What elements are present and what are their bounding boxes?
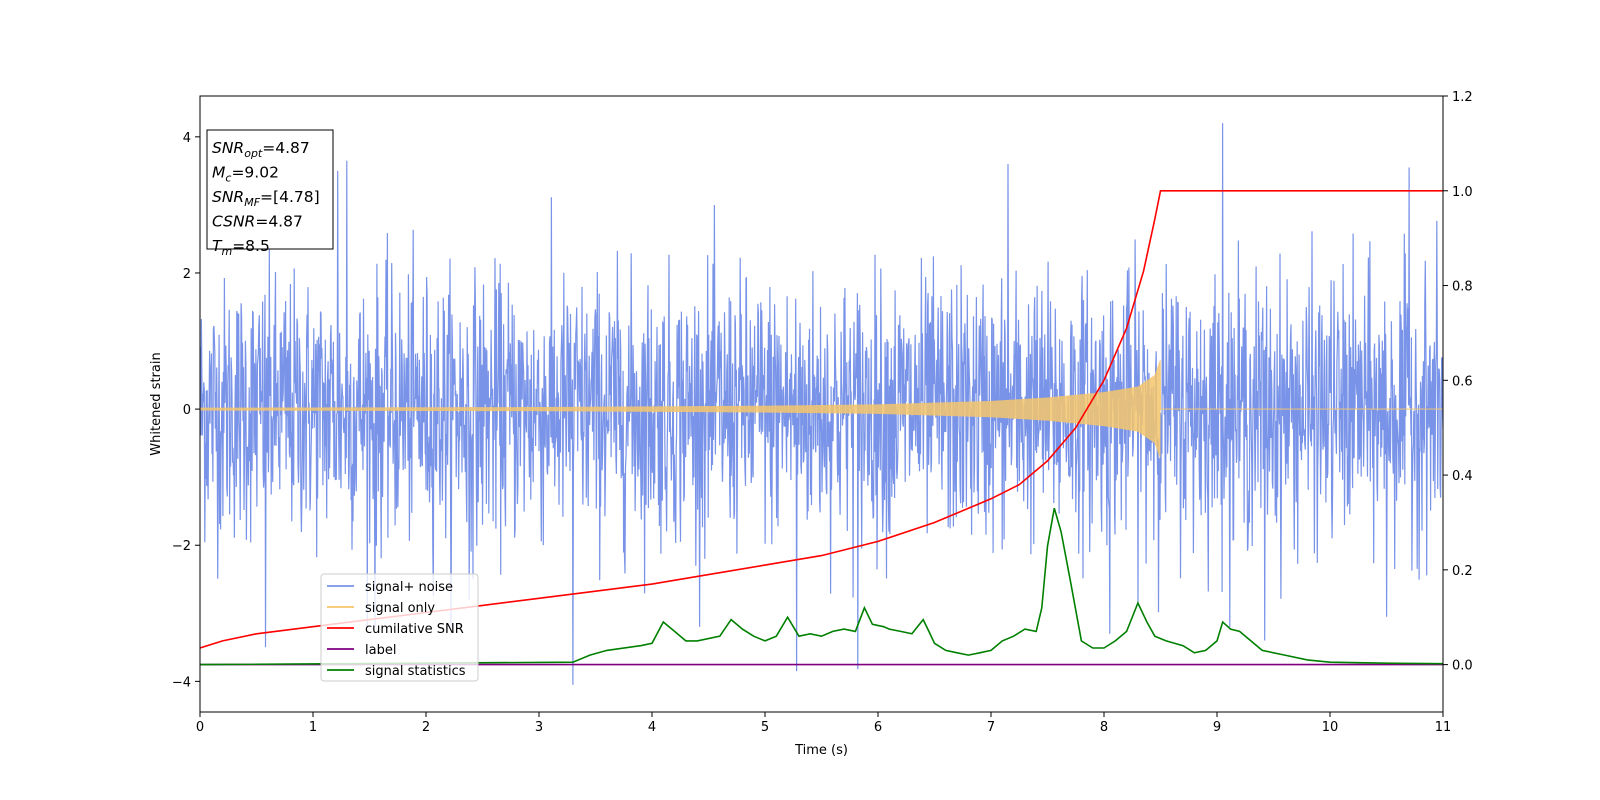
annotation-value: =9.02	[231, 164, 279, 182]
legend: signal+ noise signal only cumilative SNR la…	[320, 573, 479, 682]
annotation-line: Mc=9.02	[212, 164, 279, 185]
plot-frame	[199, 95, 1444, 713]
x-tick-label: 9	[1213, 720, 1221, 735]
annotation-subscript: m	[221, 245, 232, 258]
x-tick-label: 3	[535, 720, 543, 735]
annotation-symbol: SNR	[212, 139, 244, 157]
axes: 0 1 2 3 4 5 6 7 8 9 10 11 4 2 0 −2 −4 1.2 1.0 0.8 0.6 0.4 0.2 0…	[172, 90, 1473, 735]
x-tick-label: 10	[1322, 720, 1339, 735]
y2-tick-label: 0.0	[1452, 659, 1473, 674]
annotation-box: SNRopt=4.87Mc=9.02SNRMF=[4.78]CSNR=4.87T…	[206, 129, 334, 258]
annotation-symbol: CSNR	[212, 213, 255, 231]
y2-tick-label: 1.0	[1452, 185, 1473, 200]
annotation-box-frame	[206, 129, 334, 250]
y-tick-label: 2	[183, 267, 191, 282]
x-tick-label: 6	[874, 720, 882, 735]
y-tick-label: 4	[183, 131, 191, 146]
x-tick-label: 4	[648, 720, 656, 735]
annotation-value: =[4.78]	[260, 188, 320, 206]
y-axis-title: Whitened strain	[149, 352, 164, 455]
annotation-line: Tm=8.5	[212, 237, 270, 258]
annotation-subscript: opt	[244, 147, 263, 160]
y2-tick-label: 0.8	[1452, 280, 1473, 295]
x-tick-label: 2	[422, 720, 430, 735]
series-line-signal-only	[200, 360, 1443, 458]
y2-tick-label: 1.2	[1452, 90, 1473, 105]
annotation-value: =4.87	[262, 139, 310, 157]
annotation-line: SNRopt=4.87	[212, 139, 310, 160]
y-tick-label: −2	[172, 539, 191, 554]
legend-frame	[320, 573, 479, 682]
y2-tick-label: 0.4	[1452, 469, 1473, 484]
x-axis-title: Time (s)	[794, 743, 848, 758]
series-line-signal-statistics	[200, 507, 1443, 666]
x-tick-label: 7	[987, 720, 995, 735]
y-tick-label: 0	[183, 403, 191, 418]
annotation-symbol: M	[212, 164, 225, 182]
x-tick-label: 0	[196, 720, 204, 735]
legend-label: signal only	[365, 601, 435, 616]
legend-label: label	[365, 643, 396, 658]
annotation-subscript: c	[225, 172, 231, 185]
legend-label: signal statistics	[365, 664, 466, 679]
annotation-subscript: MF	[244, 196, 260, 209]
x-tick-label: 8	[1100, 720, 1108, 735]
y-tick-label: −4	[172, 675, 191, 690]
legend-label: signal+ noise	[365, 580, 453, 595]
series-line-signal-noise	[200, 123, 1443, 685]
y2-tick-label: 0.6	[1452, 374, 1473, 389]
annotation-value: =8.5	[232, 237, 270, 255]
annotation-line: CSNR=4.87	[212, 213, 303, 231]
x-tick-label: 1	[309, 720, 317, 735]
x-tick-label: 5	[761, 720, 769, 735]
legend-label: cumilative SNR	[365, 622, 464, 637]
annotation-line: SNRMF=[4.78]	[212, 188, 320, 209]
y2-tick-label: 0.2	[1452, 564, 1473, 579]
annotation-value: =4.87	[255, 213, 303, 231]
x-tick-label: 11	[1435, 720, 1452, 735]
annotation-symbol: SNR	[212, 188, 244, 206]
annotation-symbol: T	[212, 237, 223, 255]
